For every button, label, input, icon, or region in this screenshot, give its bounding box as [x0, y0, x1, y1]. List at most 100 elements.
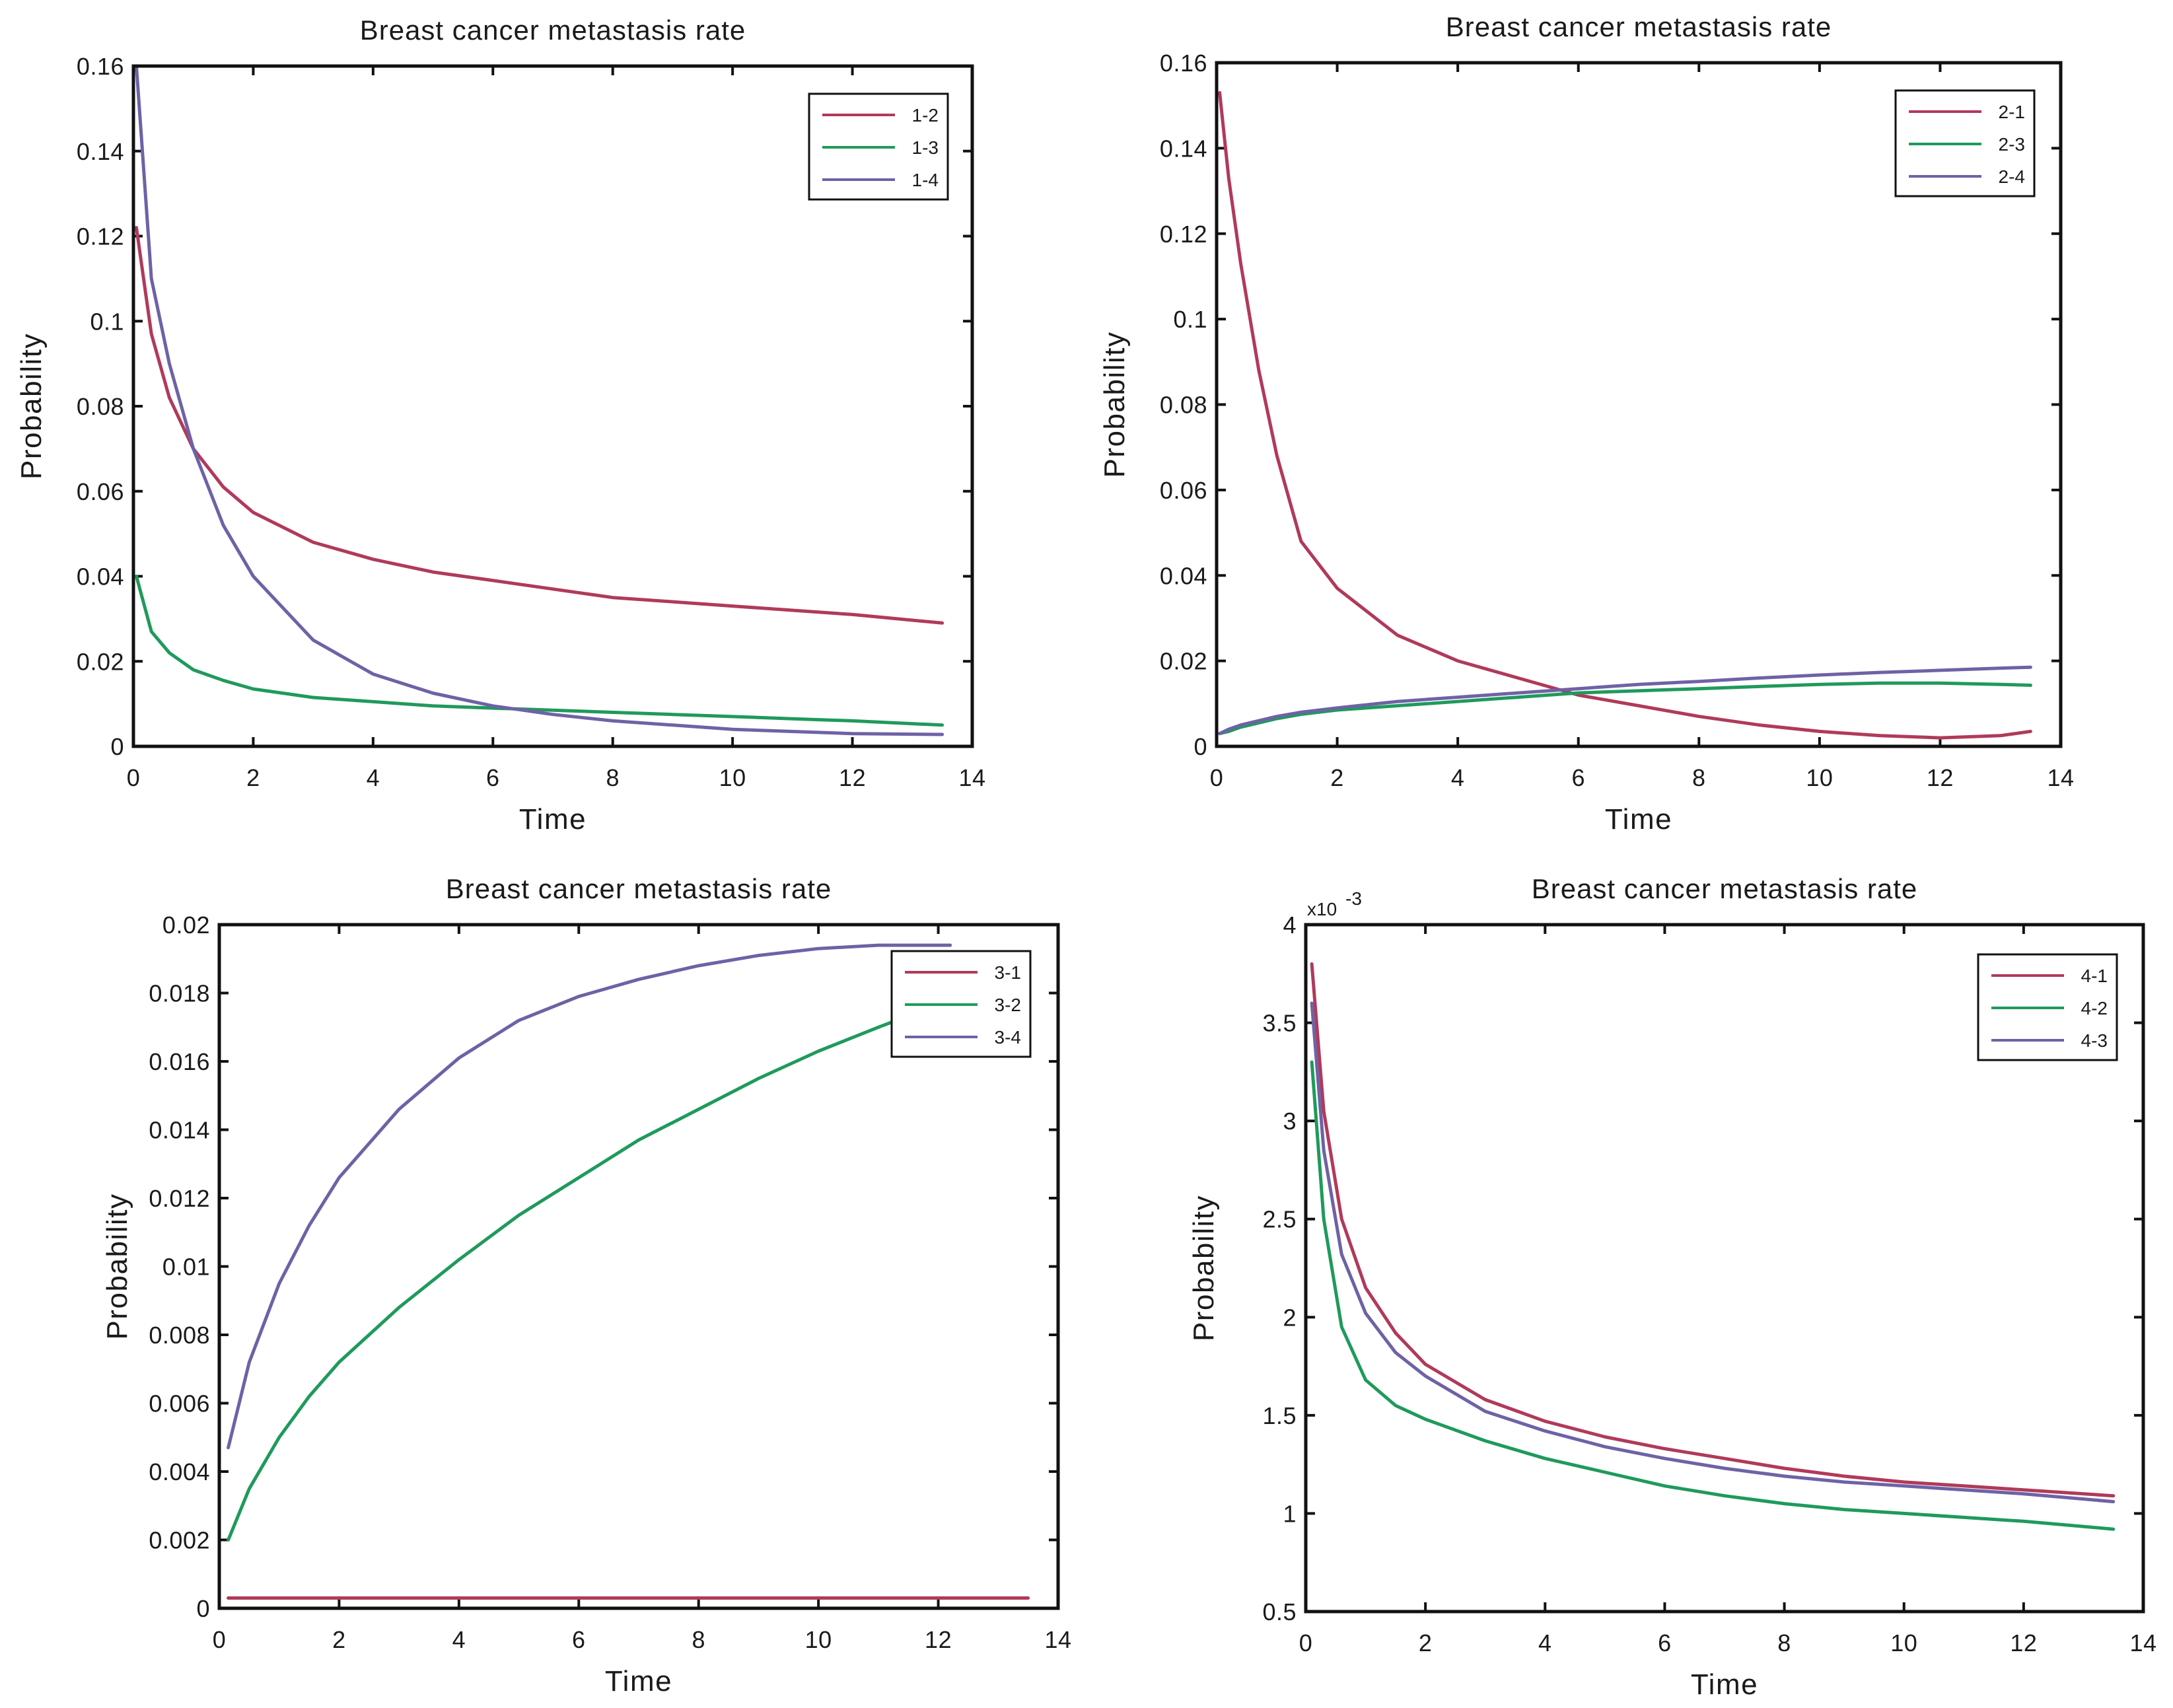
chart-2-x-tick-label: 6: [1571, 764, 1585, 791]
chart-2-legend-label-2-3: 2-3: [1999, 134, 2025, 155]
chart-3-y-tick-label: 0.008: [149, 1322, 210, 1349]
chart-3-y-tick-label: 0.004: [149, 1458, 210, 1485]
chart-1-legend-label-1-3: 1-3: [912, 137, 939, 158]
chart-1-y-axis-label: Probability: [15, 333, 48, 480]
chart-4-y-tick-label: 1: [1283, 1500, 1297, 1527]
chart-2-x-tick-label: 14: [2047, 764, 2074, 791]
chart-1-y-tick-label: 0: [110, 733, 124, 760]
chart-4-legend-label-4-2: 4-2: [2081, 998, 2108, 1018]
chart-2-y-tick-label: 0.08: [1160, 392, 1207, 419]
chart-1-legend: 1-2 1-3 1-4: [808, 92, 949, 201]
chart-3-x-tick-label: 6: [572, 1626, 586, 1653]
chart-4-y-axis-label: Probability: [1188, 1195, 1220, 1341]
chart-4-x-tick-label: 4: [1538, 1629, 1552, 1656]
chart-4-x-axis-label: Time: [1691, 1668, 1758, 1701]
chart-4-y-tick-label: 4: [1283, 911, 1297, 939]
chart-1-y-tick-label: 0.08: [77, 393, 124, 420]
chart-2-series-2-3: [1218, 681, 2032, 736]
chart-3-x-tick-label: 0: [213, 1626, 227, 1653]
chart-4-y-tick-label: 2.5: [1262, 1206, 1297, 1233]
chart-2-x-tick-label: 2: [1330, 764, 1344, 791]
chart-2-x-tick-label: 0: [1210, 764, 1224, 791]
chart-1-legend-label-1-4: 1-4: [912, 170, 939, 190]
chart-2-y-tick-label: 0.14: [1160, 135, 1207, 162]
chart-2-x-tick-label: 8: [1692, 764, 1706, 791]
chart-2-y-tick-label: 0.04: [1160, 562, 1207, 589]
chart-4-exponent-label: x10: [1307, 899, 1337, 919]
chart-3-y-tick-label: 0.002: [149, 1527, 210, 1554]
chart-1-y-tick-label: 0.16: [77, 53, 124, 80]
chart-2-y-tick-label: 0.02: [1160, 648, 1207, 675]
chart-1-series-1-2: [135, 226, 944, 625]
chart-2-legend: 2-1 2-3 2-4: [1894, 89, 2036, 197]
panel-2-1: Breast cancer metastasis rate 0 2 4 6 8 10 12 14…: [1098, 11, 2074, 836]
chart-4-series-4-2: [1310, 1060, 2116, 1531]
panel-1-2: Breast cancer metastasis rate 0 2 4 6 8 10 12 14…: [15, 15, 985, 836]
chart-2-series-2-4: [1218, 665, 2032, 736]
chart-2-y-tick-label: 0.12: [1160, 221, 1207, 248]
chart-4-x-tick-label: 8: [1777, 1629, 1791, 1656]
chart-4-exponent-power: -3: [1345, 888, 1362, 909]
chart-1-plot-frame: [131, 64, 974, 748]
chart-4-x-tick-label: 6: [1658, 1629, 1672, 1656]
chart-1-y-tick-label: 0.06: [77, 478, 124, 505]
chart-4-y-tick-label: 0.5: [1262, 1598, 1297, 1625]
chart-3-y-tick-label: 0.012: [149, 1185, 210, 1212]
chart-1-x-tick-label: 6: [486, 764, 500, 791]
chart-4-x-tick-label: 0: [1299, 1629, 1313, 1656]
chart-1-y-tick-label: 0.1: [90, 308, 124, 335]
chart-4-y-tick-label: 2: [1283, 1304, 1297, 1331]
chart-4-series-4-1: [1310, 962, 2116, 1498]
chart-4-legend-label-4-1: 4-1: [2081, 966, 2108, 986]
chart-3-legend-label-3-2: 3-2: [995, 995, 1021, 1015]
chart-1-x-tick-label: 14: [958, 764, 985, 791]
chart-3-y-tick-label: 0.014: [149, 1117, 210, 1144]
chart-2-x-tick-label: 10: [1806, 764, 1833, 791]
chart-4-title: Breast cancer metastasis rate: [1532, 873, 1918, 904]
chart-2-x-tick-label: 4: [1451, 764, 1465, 791]
chart-1-title: Breast cancer metastasis rate: [360, 15, 746, 46]
chart-3-x-tick-label: 10: [805, 1626, 832, 1653]
chart-2-x-tick-label: 12: [1927, 764, 1954, 791]
chart-2-title: Breast cancer metastasis rate: [1446, 11, 1832, 42]
chart-3-y-tick-label: 0.01: [162, 1254, 210, 1281]
chart-2-y-tick-label: 0.16: [1160, 50, 1207, 77]
chart-3-x-tick-label: 8: [692, 1626, 705, 1653]
chart-2-y-axis-label: Probability: [1098, 332, 1131, 478]
chart-3-legend-label-3-1: 3-1: [995, 962, 1021, 983]
chart-4-x-tick-label: 10: [1890, 1629, 1917, 1656]
chart-2-y-tick-label: 0.1: [1173, 306, 1207, 333]
chart-1-x-tick-label: 12: [839, 764, 866, 791]
chart-2-series-2-1: [1218, 90, 2032, 740]
chart-2-y-tick-label: 0: [1193, 733, 1207, 760]
chart-4-plot-frame: [1304, 923, 2145, 1614]
chart-3-x-axis-label: Time: [605, 1665, 672, 1697]
chart-2-legend-label-2-4: 2-4: [1999, 166, 2025, 187]
chart-3-x-tick-label: 2: [332, 1626, 346, 1653]
chart-3-series-3-2: [227, 998, 952, 1542]
chart-3-x-tick-label: 4: [452, 1626, 466, 1653]
chart-1-x-tick-label: 4: [367, 764, 380, 791]
chart-4-series-4-3: [1310, 1001, 2116, 1504]
chart-3-y-tick-label: 0: [196, 1595, 210, 1622]
chart-2-plot-frame: [1215, 61, 2063, 748]
chart-1-series-1-4: [135, 64, 944, 736]
chart-3-y-axis-label: Probability: [101, 1193, 133, 1340]
chart-4-legend: 4-1 4-2 4-3: [1977, 953, 2118, 1061]
chart-2-x-axis-label: Time: [1605, 803, 1672, 836]
panel-3-1: Breast cancer metastasis rate 0 2 4 6 8 10 12 14…: [101, 873, 1071, 1697]
chart-1-x-tick-label: 10: [719, 764, 746, 791]
chart-3-x-tick-label: 12: [925, 1626, 952, 1653]
chart-4-y-tick-label: 3: [1283, 1108, 1297, 1135]
chart-4-x-tick-label: 2: [1419, 1629, 1433, 1656]
chart-1-x-axis-label: Time: [519, 803, 587, 836]
chart-4-legend-label-4-3: 4-3: [2081, 1030, 2108, 1051]
chart-3-x-tick-label: 14: [1044, 1626, 1071, 1653]
chart-4-y-tick-label: 3.5: [1262, 1010, 1297, 1037]
chart-4-y-tick-label: 1.5: [1262, 1402, 1297, 1429]
chart-2-legend-label-2-1: 2-1: [1999, 102, 2025, 122]
chart-4-x-tick-label: 12: [2010, 1629, 2037, 1656]
chart-1-series-1-3: [135, 575, 944, 727]
